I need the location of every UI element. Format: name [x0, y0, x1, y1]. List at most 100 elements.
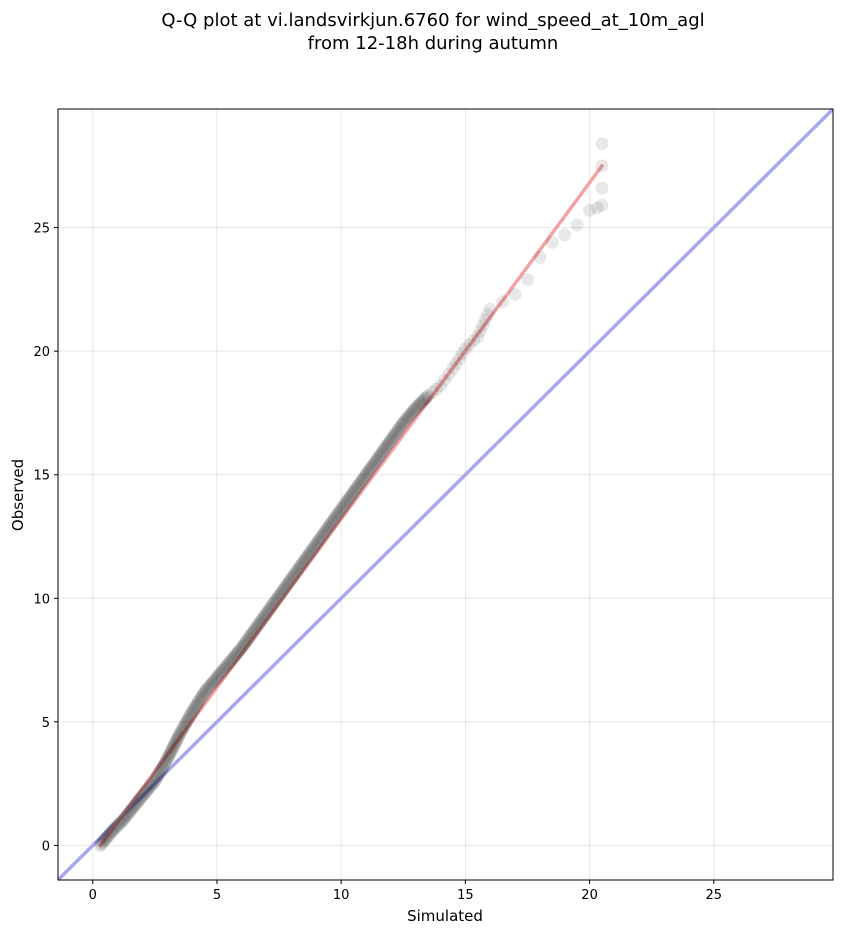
- quantile-point: [153, 765, 167, 779]
- quantile-point: [419, 391, 433, 405]
- quantile-point: [442, 367, 456, 381]
- quantile-point: [395, 417, 409, 431]
- quantile-point: [106, 824, 120, 838]
- quantile-point: [193, 693, 207, 707]
- quantile-point: [302, 547, 316, 561]
- quantile-point: [590, 201, 604, 215]
- y-tick-label: 0: [42, 839, 50, 854]
- quantile-point: [421, 389, 435, 403]
- quantile-point: [481, 308, 495, 322]
- quantile-point: [143, 780, 157, 794]
- quantile-point: [455, 347, 469, 361]
- quantile-point: [274, 586, 288, 600]
- quantile-point: [384, 433, 398, 447]
- quantile-point: [147, 776, 161, 790]
- quantile-point: [322, 520, 336, 534]
- quantile-point: [340, 494, 354, 508]
- quantile-point: [212, 668, 226, 682]
- quantile-point: [370, 452, 384, 466]
- quantile-point: [133, 792, 147, 806]
- quantile-point: [213, 666, 227, 680]
- quantile-point: [183, 708, 197, 722]
- quantile-point: [334, 502, 348, 516]
- quantile-point: [347, 485, 361, 499]
- quantile-point: [163, 747, 177, 761]
- quantile-point: [247, 623, 261, 637]
- quantile-point: [361, 465, 375, 479]
- quantile-point: [328, 511, 342, 525]
- quantile-point: [244, 628, 258, 642]
- y-tick-label: 20: [33, 345, 50, 360]
- quantile-point: [276, 583, 290, 597]
- quantile-point: [264, 600, 278, 614]
- quantile-point: [103, 826, 117, 840]
- quantile-point: [324, 517, 338, 531]
- quantile-point: [356, 472, 370, 486]
- quantile-point: [284, 572, 298, 586]
- quantile-point: [425, 385, 439, 399]
- quantile-point: [144, 778, 158, 792]
- quantile-point: [377, 443, 391, 457]
- quantile-point: [140, 784, 154, 798]
- quantile-point: [312, 533, 326, 547]
- quantile-point: [406, 404, 420, 418]
- quantile-point: [304, 544, 318, 558]
- quantile-point: [313, 531, 327, 545]
- quantile-point: [351, 479, 365, 493]
- quantile-point: [282, 574, 296, 588]
- quantile-point: [368, 455, 382, 469]
- quantile-point: [209, 672, 223, 686]
- quantile-point: [316, 528, 330, 542]
- quantile-point: [210, 670, 224, 684]
- grid-lines: [58, 109, 833, 880]
- quantile-point: [471, 329, 485, 343]
- quantile-point: [139, 785, 153, 799]
- x-tick-label: 10: [333, 888, 350, 903]
- quantile-point: [113, 816, 127, 830]
- quantile-point: [195, 690, 209, 704]
- quantile-point: [194, 691, 208, 705]
- quantile-point: [149, 773, 163, 787]
- quantile-point: [321, 521, 335, 535]
- quantile-point: [211, 669, 225, 683]
- quantile-point: [177, 719, 191, 733]
- quantile-point: [240, 634, 254, 648]
- quantile-point: [121, 807, 135, 821]
- quantile-point: [190, 697, 204, 711]
- quantile-point: [157, 758, 171, 772]
- quantile-point: [438, 373, 452, 387]
- quantile-point: [277, 582, 291, 596]
- quantile-point: [306, 541, 320, 555]
- quantile-point: [214, 665, 228, 679]
- quantile-point: [388, 427, 402, 441]
- quantile-point: [396, 416, 410, 430]
- quantile-point: [175, 722, 189, 736]
- quantile-point: [290, 564, 304, 578]
- quantile-point: [478, 313, 492, 327]
- quantile-point: [417, 392, 431, 406]
- quantile-point: [93, 838, 107, 852]
- quantile-point: [411, 399, 425, 413]
- quantile-point: [231, 645, 245, 659]
- quantile-point: [449, 357, 463, 371]
- quantile-point: [341, 492, 355, 506]
- quantile-point: [130, 796, 144, 810]
- x-axis-ticks: 0 5 10 15 20 25: [89, 880, 722, 903]
- fit-line: [98, 164, 604, 848]
- quantile-point: [207, 674, 221, 688]
- quantile-point: [327, 512, 341, 526]
- quantile-point: [256, 612, 270, 626]
- quantile-point: [309, 537, 323, 551]
- quantile-point: [178, 718, 192, 732]
- quantile-point: [234, 642, 248, 656]
- quantile-point: [429, 382, 443, 396]
- quantile-point: [141, 782, 155, 796]
- quantile-point: [221, 657, 235, 671]
- quantile-point: [381, 437, 395, 451]
- quantile-point: [311, 534, 325, 548]
- quantile-point: [180, 714, 194, 728]
- y-axis-ticks: 0 5 10 15 20 25: [33, 222, 58, 854]
- quantile-point: [98, 833, 112, 847]
- quantile-point: [156, 760, 170, 774]
- quantile-point: [228, 649, 242, 663]
